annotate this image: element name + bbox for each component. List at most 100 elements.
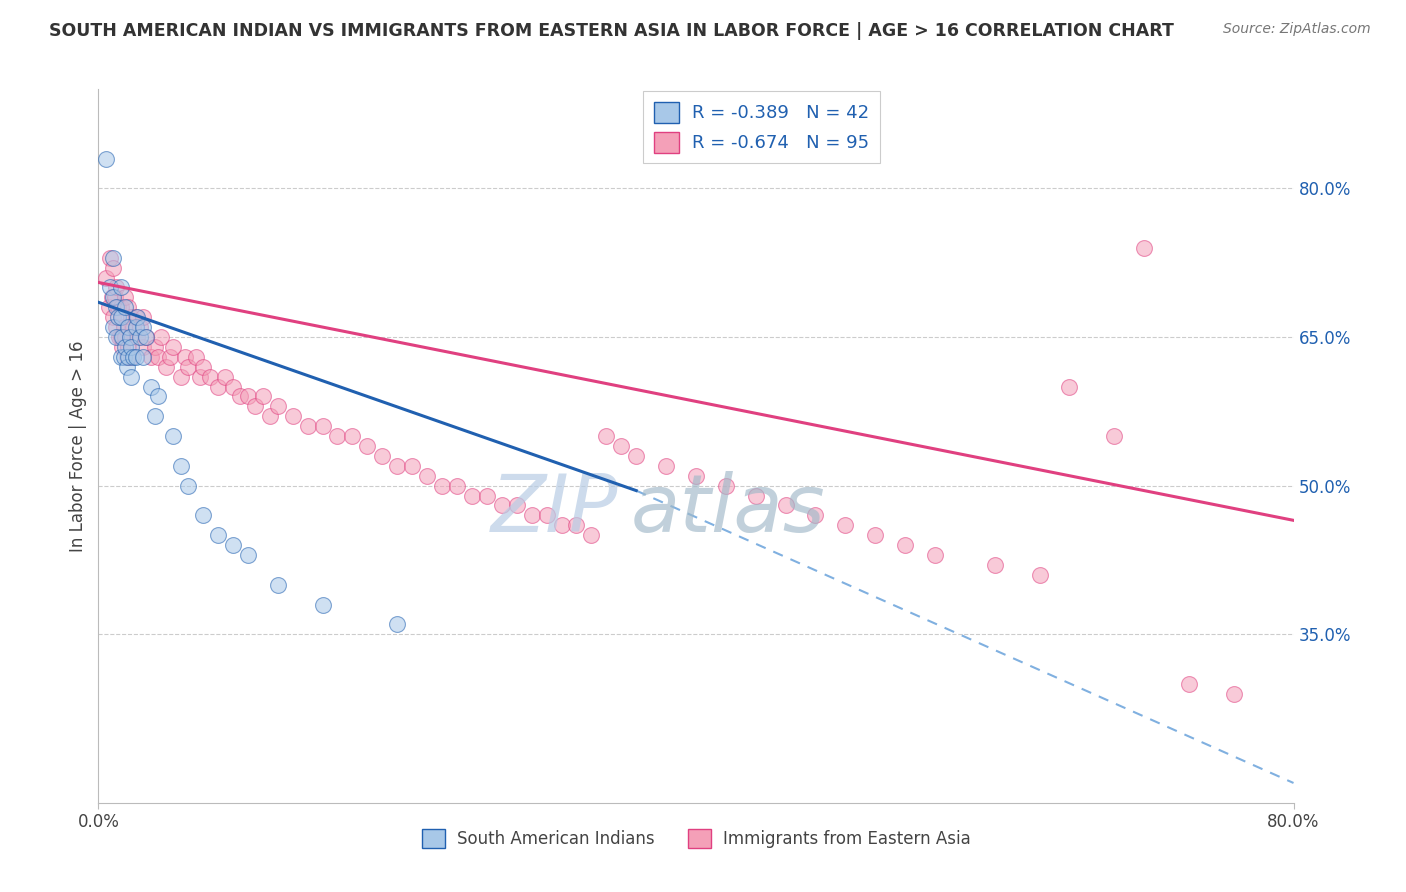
Point [94, 270, 117, 285]
Text: Source: ZipAtlas.com: Source: ZipAtlas.com [1223, 22, 1371, 37]
Point [520, 508, 543, 523]
Point [107, 310, 129, 325]
Point [311, 419, 333, 434]
Point [114, 290, 136, 304]
Text: SOUTH AMERICAN INDIAN VS IMMIGRANTS FROM EASTERN ASIA IN LABOR FORCE | AGE > 16 : SOUTH AMERICAN INDIAN VS IMMIGRANTS FROM… [49, 22, 1174, 40]
Point [103, 260, 125, 275]
Point [267, 400, 290, 414]
Point [1104, 429, 1126, 443]
Point [267, 578, 290, 592]
Point [1133, 241, 1156, 255]
Point [127, 330, 149, 344]
Point [1223, 687, 1246, 701]
Text: atlas: atlas [630, 471, 825, 549]
Point [110, 300, 132, 314]
Point [115, 350, 138, 364]
Point [125, 350, 148, 364]
Point [581, 528, 603, 542]
Point [506, 499, 529, 513]
Legend: South American Indians, Immigrants from Eastern Asia: South American Indians, Immigrants from … [415, 822, 977, 855]
Point [655, 458, 678, 473]
Point [214, 369, 236, 384]
Point [101, 290, 124, 304]
Point [98, 251, 122, 265]
Point [191, 508, 214, 523]
Point [775, 499, 797, 513]
Point [342, 429, 364, 443]
Point [550, 518, 572, 533]
Point [745, 489, 768, 503]
Point [114, 300, 136, 314]
Point [111, 340, 134, 354]
Point [120, 340, 142, 354]
Point [385, 458, 409, 473]
Point [110, 280, 132, 294]
Point [105, 330, 128, 344]
Point [446, 478, 468, 492]
Point [143, 340, 166, 354]
Point [97, 300, 120, 314]
Point [326, 429, 349, 443]
Point [222, 538, 245, 552]
Point [104, 290, 127, 304]
Point [121, 320, 143, 334]
Y-axis label: In Labor Force | Age > 16: In Labor Force | Age > 16 [69, 340, 87, 552]
Point [117, 340, 139, 354]
Point [120, 369, 142, 384]
Point [135, 330, 157, 344]
Point [110, 310, 132, 325]
Point [110, 330, 132, 344]
Point [865, 528, 887, 542]
Point [229, 389, 252, 403]
Point [103, 251, 125, 265]
Point [112, 320, 135, 334]
Point [103, 310, 125, 325]
Point [117, 320, 139, 334]
Point [115, 359, 138, 374]
Point [114, 340, 136, 354]
Point [177, 359, 200, 374]
Point [177, 478, 200, 492]
Point [105, 320, 128, 334]
Point [236, 389, 259, 403]
Point [626, 449, 648, 463]
Point [117, 300, 139, 314]
Point [162, 429, 184, 443]
Point [184, 350, 207, 364]
Point [148, 389, 170, 403]
Point [714, 478, 737, 492]
Point [129, 320, 152, 334]
Point [132, 310, 155, 325]
Point [120, 350, 142, 364]
Point [1059, 379, 1081, 393]
Point [155, 359, 177, 374]
Point [105, 280, 128, 294]
Point [188, 369, 211, 384]
Point [191, 359, 214, 374]
Point [169, 458, 191, 473]
Point [610, 439, 633, 453]
Point [401, 458, 423, 473]
Point [112, 350, 135, 364]
Point [117, 350, 139, 364]
Point [108, 330, 131, 344]
Point [143, 409, 166, 424]
Point [461, 489, 484, 503]
Point [416, 468, 439, 483]
Point [127, 310, 149, 325]
Point [536, 508, 558, 523]
Point [430, 478, 453, 492]
Point [222, 379, 245, 393]
Point [281, 409, 304, 424]
Point [103, 290, 125, 304]
Point [245, 400, 267, 414]
Point [804, 508, 827, 523]
Point [356, 439, 378, 453]
Point [565, 518, 588, 533]
Point [139, 379, 162, 393]
Point [135, 330, 157, 344]
Point [132, 350, 155, 364]
Point [107, 300, 129, 314]
Point [103, 320, 125, 334]
Point [834, 518, 856, 533]
